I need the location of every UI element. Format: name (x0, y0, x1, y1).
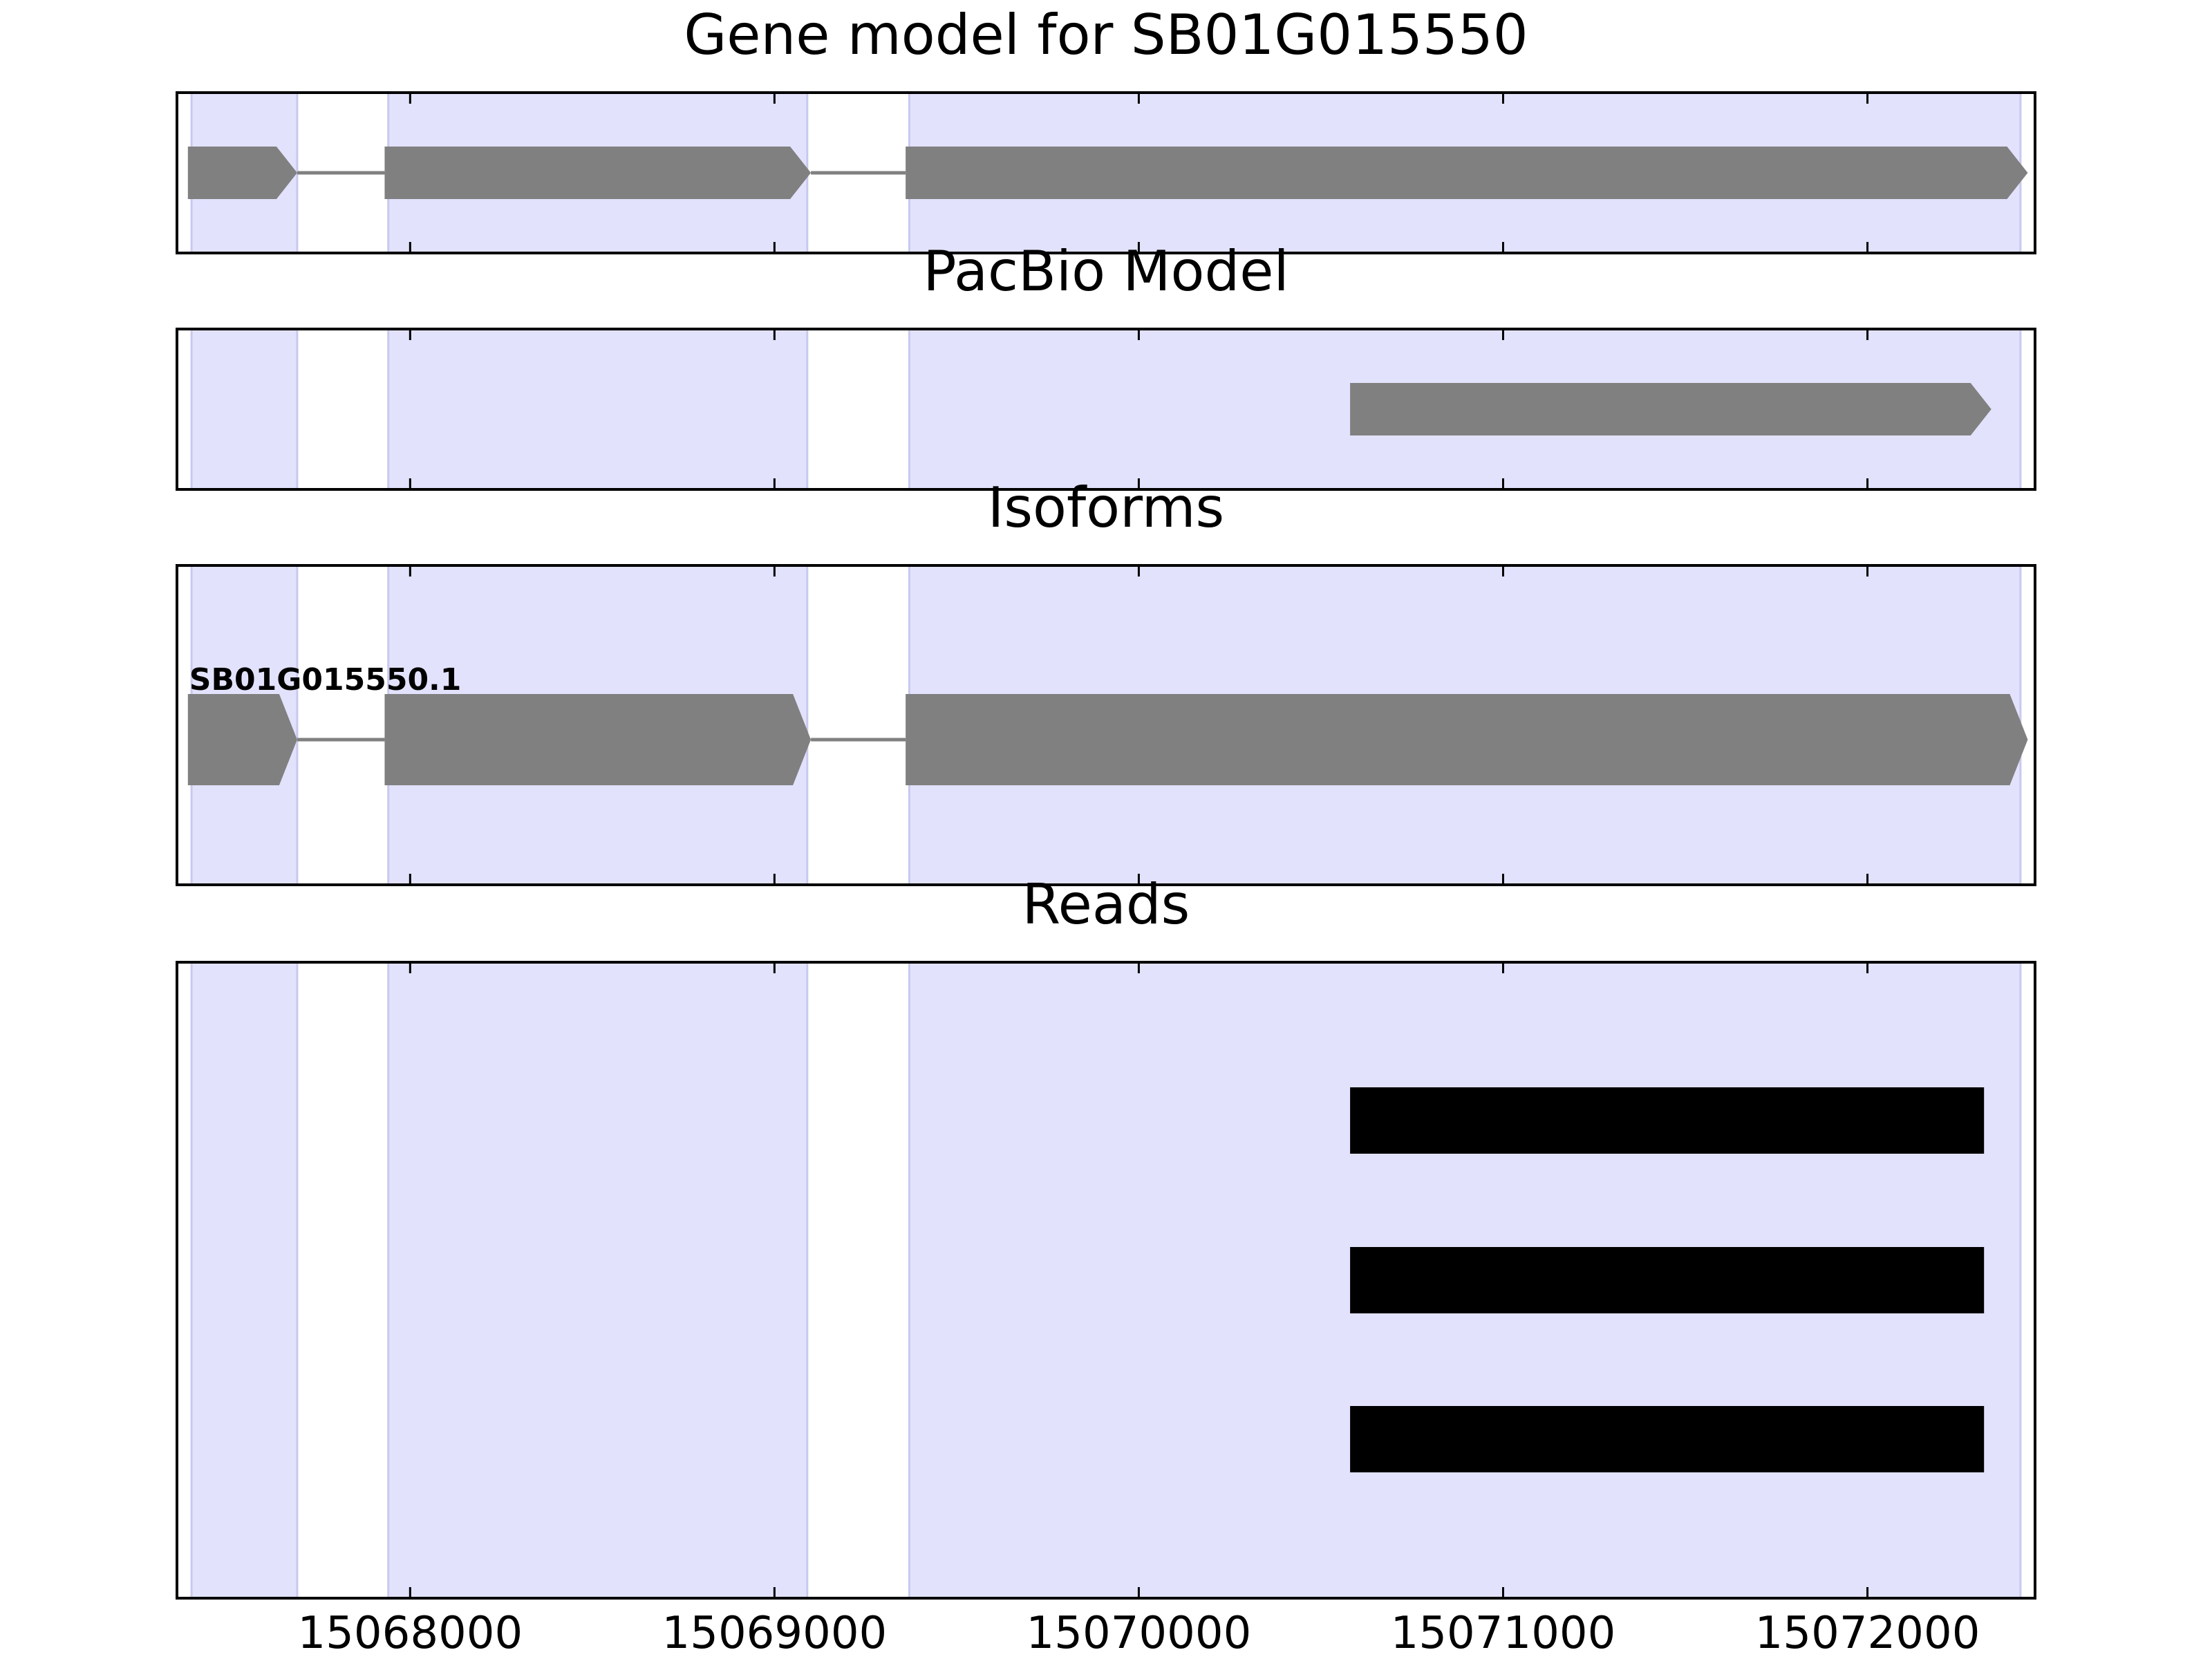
panel-3: Isoforms SB01G015550.1 (176, 476, 2036, 886)
read-bar (1350, 1406, 1985, 1472)
x-tick-label: 15069000 (662, 1608, 888, 1659)
exon-block (384, 694, 812, 785)
panel-title: PacBio Model (923, 239, 1288, 303)
axes-frame (176, 961, 2036, 1600)
exon-block (187, 694, 297, 785)
exon-block (187, 147, 297, 199)
axes-frame (176, 328, 2036, 491)
panel-2: PacBio Model (176, 239, 2036, 491)
read-bar (1350, 1247, 1985, 1313)
x-tick-label: 15071000 (1391, 1608, 1616, 1659)
panel-title: Reads (1022, 872, 1190, 937)
x-tick-label: 15072000 (1755, 1608, 1980, 1659)
exon-block (384, 147, 812, 199)
shaded-exon-region (387, 961, 809, 1600)
gene-feature (1350, 383, 1991, 435)
panel-title: Isoforms (988, 476, 1224, 540)
gene-feature (187, 147, 2028, 199)
x-tick-label: 15068000 (297, 1608, 523, 1659)
x-tick-label: 15070000 (1027, 1608, 1252, 1659)
exon-block (906, 694, 2028, 785)
exon-block (1350, 383, 1991, 435)
panel-1: Gene model for SB01G015550 (176, 3, 2036, 254)
gene-feature: SB01G015550.1 (187, 662, 2028, 785)
axes-frame (176, 564, 2036, 886)
panel-4: Reads 15068000 15069000 15070000 15071000 150… (176, 872, 2036, 1659)
read-bar (1350, 1087, 1985, 1154)
isoform-label: SB01G015550.1 (189, 662, 462, 697)
shaded-exon-region (190, 961, 299, 1600)
shaded-exon-region (190, 328, 299, 491)
shaded-exon-region (387, 328, 809, 491)
exon-block (906, 147, 2028, 199)
axes-frame (176, 91, 2036, 254)
panel-title: Gene model for SB01G015550 (684, 3, 1528, 67)
